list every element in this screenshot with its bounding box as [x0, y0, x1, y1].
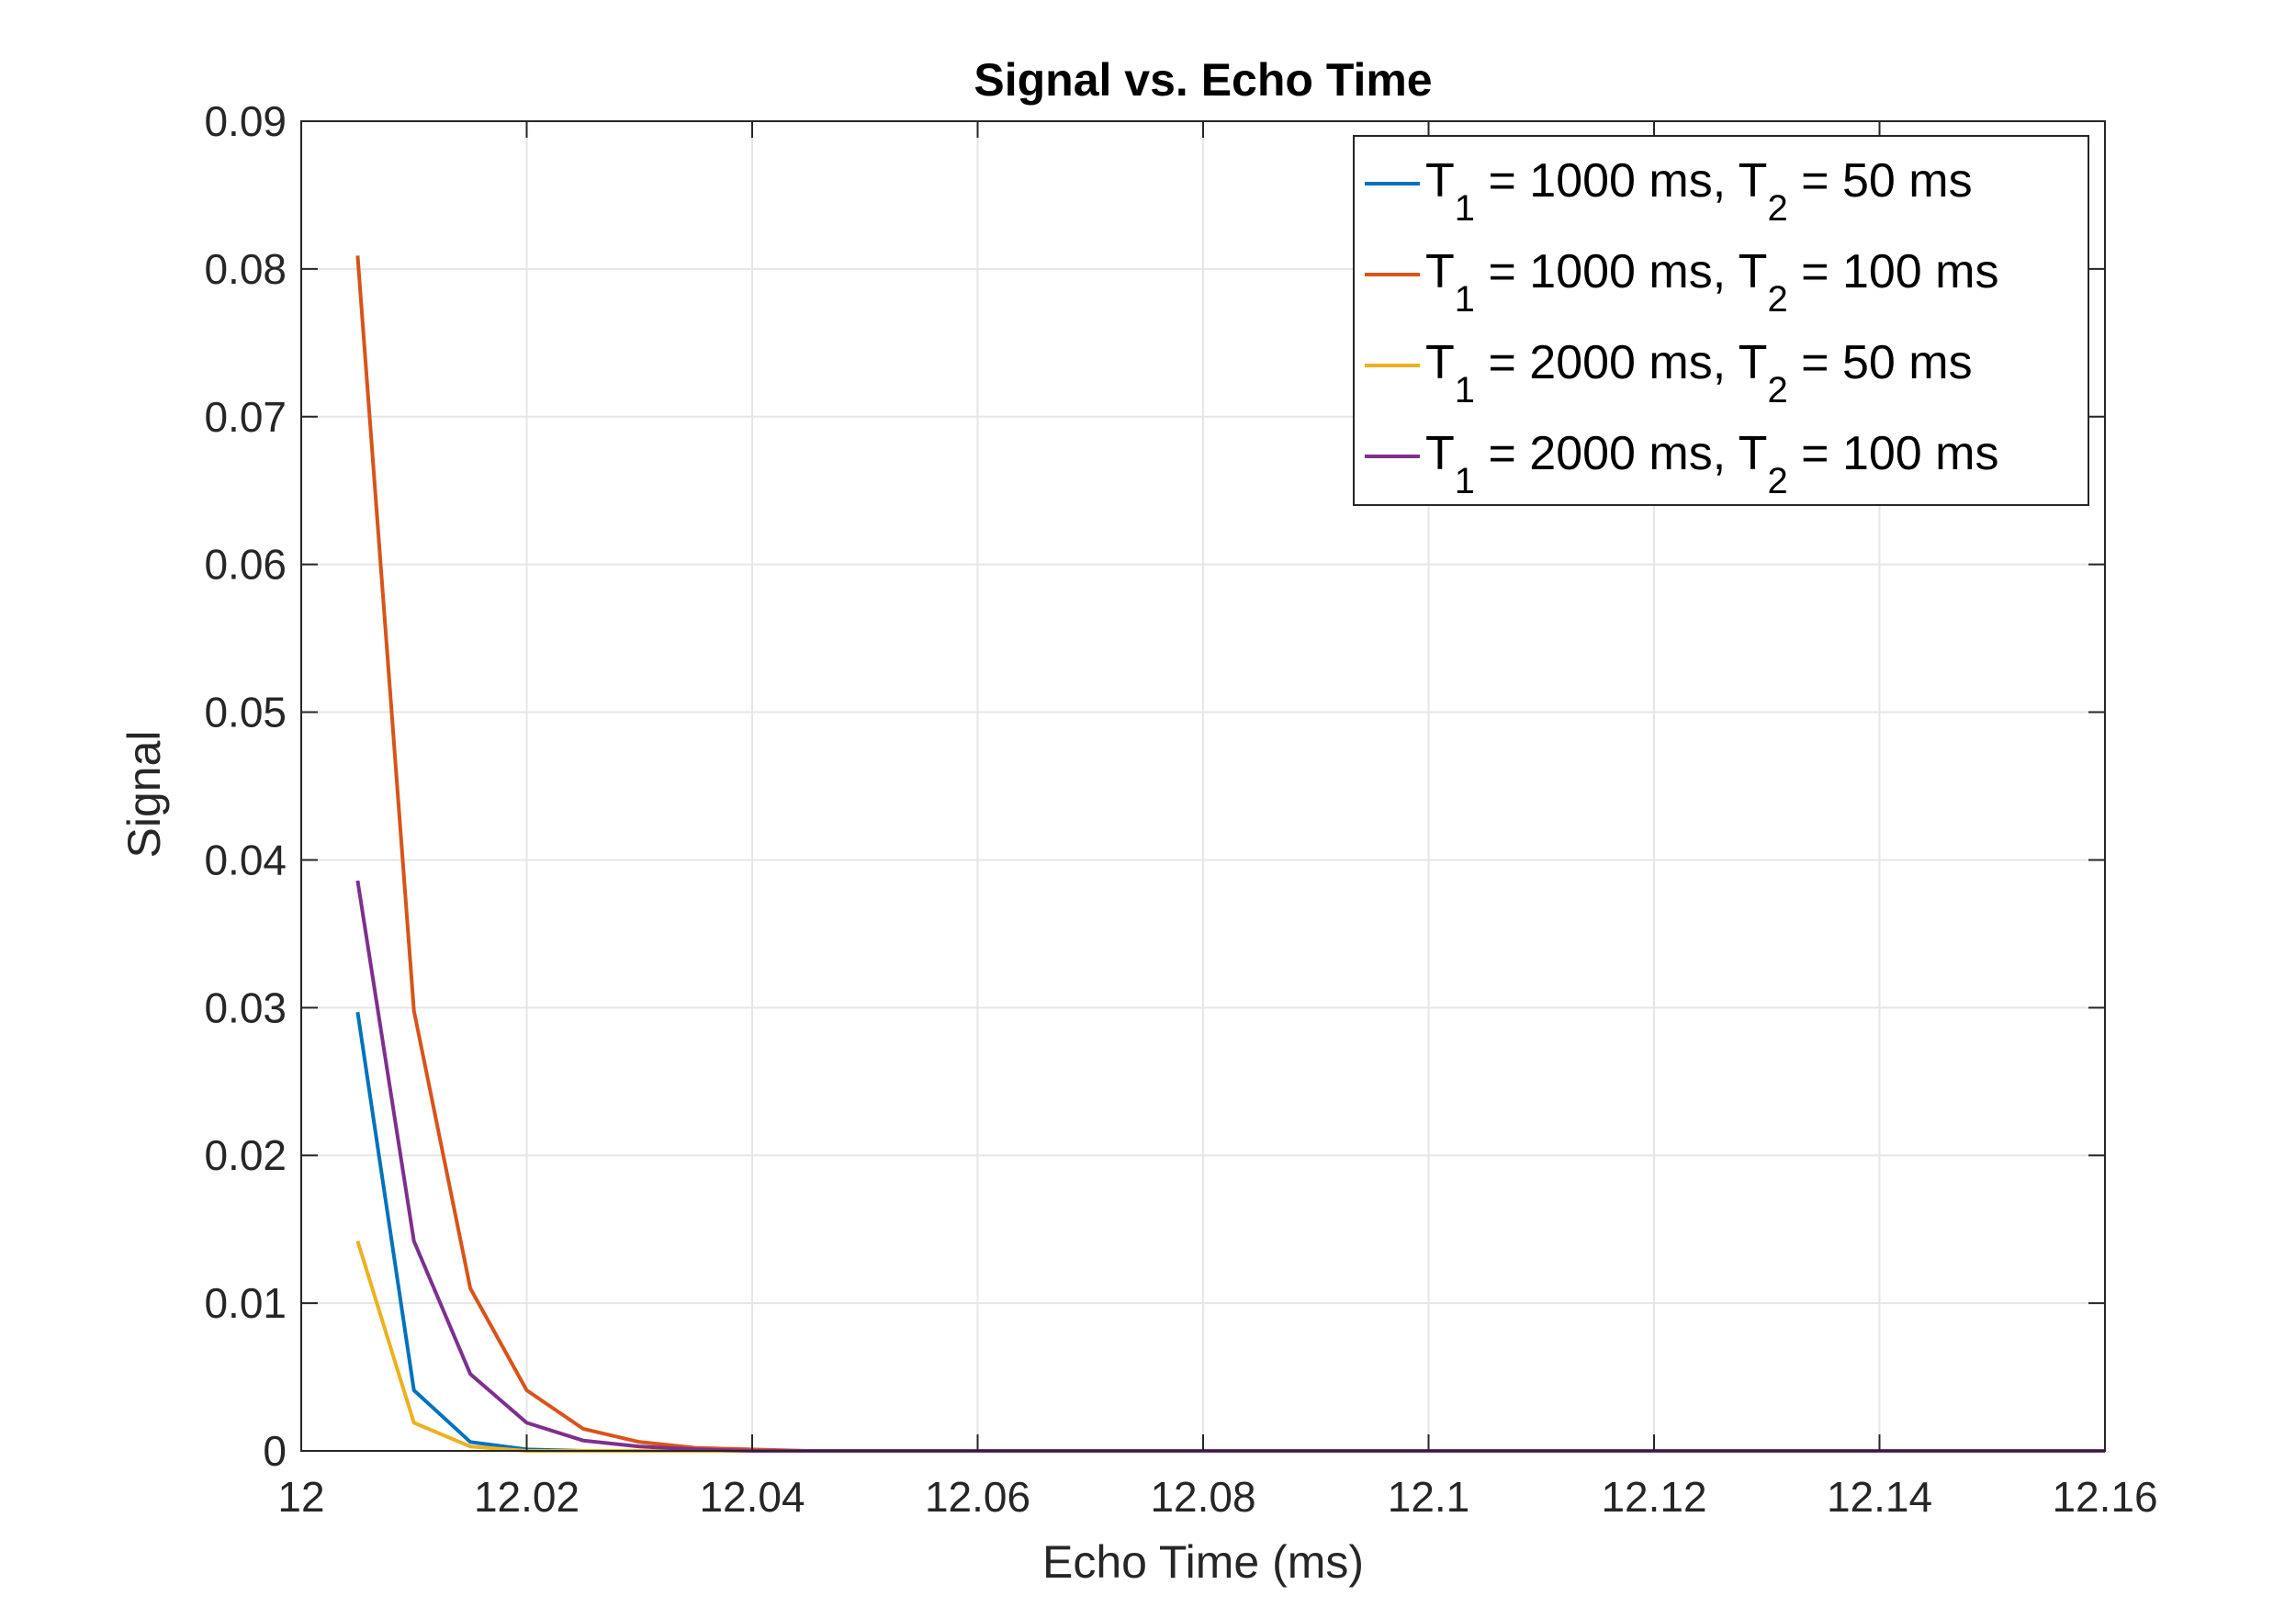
legend-entry-1: T1 = 1000 ms, T2 = 50 ms [1425, 154, 1973, 229]
axis-ticks [300, 120, 2106, 1452]
x-tick-label: 12.02 [474, 1473, 580, 1521]
x-tick-label: 12 [277, 1473, 324, 1521]
x-tick-labels: 12 12.02 12.04 12.06 12.08 12.1 12.12 12.14 12.1… [277, 1473, 2157, 1521]
y-axis-title: Signal [118, 731, 170, 859]
x-tick-label: 12.14 [1827, 1473, 1932, 1521]
y-tick-label: 0.02 [204, 1131, 287, 1179]
y-tick-label: 0.01 [204, 1279, 287, 1327]
y-tick-label: 0.03 [204, 983, 287, 1031]
y-tick-label: 0.07 [204, 393, 287, 441]
y-tick-label: 0.08 [204, 245, 287, 293]
x-axis-title: Echo Time (ms) [1042, 1536, 1364, 1588]
y-tick-label: 0.04 [204, 836, 287, 883]
x-tick-label: 12.1 [1388, 1473, 1470, 1521]
legend: T1 = 1000 ms, T2 = 50 ms T1 = 1000 ms, T2… [1353, 135, 2089, 506]
x-tick-label: 12.12 [1601, 1473, 1706, 1521]
x-tick-label: 12.08 [1150, 1473, 1255, 1521]
y-tick-label: 0.05 [204, 689, 287, 736]
y-tick-label: 0.06 [204, 541, 287, 589]
x-tick-label: 12.16 [2052, 1473, 2157, 1521]
y-tick-label: 0 [263, 1427, 287, 1475]
legend-entries: T1 = 1000 ms, T2 = 50 ms T1 = 1000 ms, T2… [1365, 154, 1999, 501]
legend-box [1353, 135, 2089, 506]
legend-entry-2: T1 = 1000 ms, T2 = 100 ms [1425, 245, 1999, 320]
x-tick-label: 12.06 [925, 1473, 1030, 1521]
x-tick-label: 12.04 [699, 1473, 805, 1521]
legend-entry-3: T1 = 2000 ms, T2 = 50 ms [1425, 336, 1973, 410]
chart-title: Signal vs. Echo Time [974, 54, 1432, 106]
legend-entry-4: T1 = 2000 ms, T2 = 100 ms [1425, 427, 1999, 501]
y-tick-label: 0.09 [204, 97, 287, 145]
y-tick-labels: 0 0.01 0.02 0.03 0.04 0.05 0.06 0.07 0.08 0.09 [204, 97, 287, 1475]
